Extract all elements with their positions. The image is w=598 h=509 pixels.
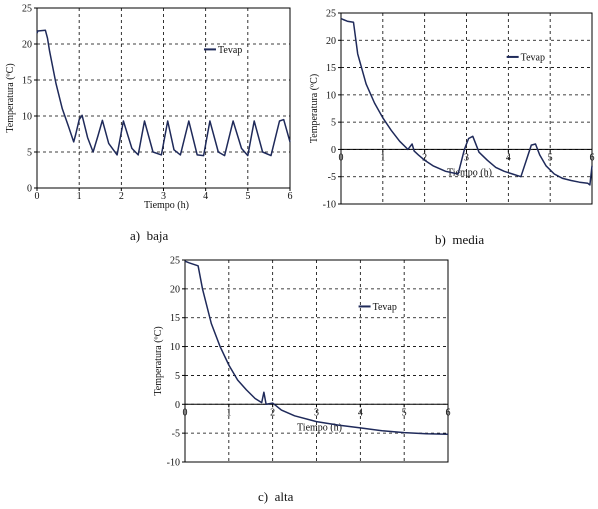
x-tick-label: 5 — [402, 407, 407, 418]
x-tick-label: 6 — [288, 191, 293, 202]
y-axis-label: Temperatura (ºC) — [5, 63, 16, 132]
y-tick-label: 5 — [175, 371, 180, 382]
x-tick-label: 6 — [590, 152, 595, 163]
x-tick-label: 3 — [314, 407, 319, 418]
y-tick-label: 20 — [326, 36, 336, 47]
x-tick-label: 1 — [77, 191, 82, 202]
x-tick-label: 5 — [548, 152, 553, 163]
y-tick-label: 10 — [326, 90, 336, 101]
caption-a: a) baja — [130, 228, 169, 243]
y-tick-label: 5 — [331, 118, 336, 129]
series-line-tevap — [340, 17, 593, 186]
chart-a: 0 5 10 15 20 25 0 1 2 3 4 5 6 Tiempo (h) Temperatura (… — [5, 4, 293, 212]
y-tick-label: 0 — [175, 400, 180, 411]
x-tick-label: 3 — [161, 191, 166, 202]
y-tick-label: 10 — [22, 112, 32, 123]
legend-label: Tevap — [373, 302, 397, 313]
x-tick-label: 2 — [270, 407, 275, 418]
legend-label: Tevap — [521, 52, 545, 63]
y-tick-label: 15 — [170, 313, 180, 324]
x-tick-label: 3 — [464, 152, 469, 163]
x-tick-label: 4 — [358, 407, 363, 418]
y-tick-label: 20 — [22, 40, 32, 51]
legend-label: Tevap — [218, 45, 242, 56]
x-axis-label: Tiempo (h) — [297, 422, 342, 433]
caption-c: c) alta — [258, 489, 294, 504]
x-tick-label: 1 — [380, 152, 385, 163]
series-line-tevap — [36, 29, 291, 157]
caption-b: b) media — [435, 232, 485, 247]
y-tick-label: 15 — [22, 76, 32, 87]
y-axis-label: Temperatura (ºC) — [153, 326, 164, 395]
x-tick-label: 2 — [422, 152, 427, 163]
y-tick-label: 25 — [22, 4, 32, 15]
y-tick-label: -5 — [328, 172, 336, 183]
x-tick-label: 4 — [203, 191, 208, 202]
x-axis-label: Tiempo (h) — [144, 200, 189, 211]
x-tick-label: 2 — [119, 191, 124, 202]
y-tick-label: -10 — [323, 200, 336, 211]
series-line-tevap — [184, 260, 449, 436]
x-tick-label: 0 — [35, 191, 40, 202]
y-tick-label: 0 — [27, 184, 32, 195]
y-tick-label: 25 — [170, 256, 180, 267]
y-tick-label: 20 — [170, 284, 180, 295]
x-tick-label: 0 — [339, 152, 344, 163]
x-tick-label: 6 — [446, 407, 451, 418]
y-tick-label: 5 — [27, 148, 32, 159]
y-tick-label: -5 — [172, 429, 180, 440]
x-axis-label: Tiempo (h) — [447, 167, 492, 178]
y-tick-label: -10 — [167, 458, 180, 469]
y-tick-label: 10 — [170, 342, 180, 353]
x-tick-label: 1 — [226, 407, 231, 418]
y-tick-label: 15 — [326, 63, 336, 74]
x-tick-label: 5 — [245, 191, 250, 202]
x-tick-label: 4 — [506, 152, 511, 163]
y-tick-label: 0 — [331, 145, 336, 156]
y-axis-label: Temperatura (ºC) — [309, 74, 320, 143]
y-tick-label: 25 — [326, 9, 336, 20]
x-tick-label: 0 — [183, 407, 188, 418]
